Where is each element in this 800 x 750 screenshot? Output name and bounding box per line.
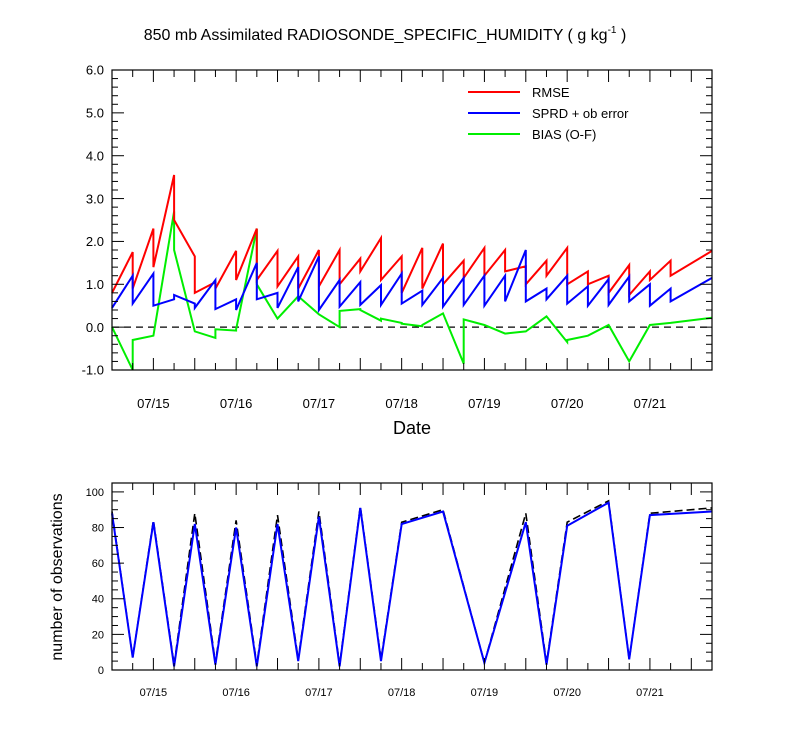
bottom-y-axis-label: number of observations [49,493,66,660]
top-chart: 850 mb Assimilated RADIOSONDE_SPECIFIC_H… [82,25,713,438]
top-y-tick-label: 6.0 [86,63,104,78]
bottom-series-observations-possible [111,499,713,666]
title-suffix: ) [621,27,626,44]
top-series-rmse [111,174,713,298]
top-x-tick-label: 07/21 [634,396,667,411]
legend-label: SPRD + ob error [532,106,629,121]
bottom-x-tick-label: 07/19 [471,687,499,699]
title-main: 850 mb Assimilated RADIOSONDE_SPECIFIC_H… [144,27,608,44]
top-series-sprd-ob-error [111,249,713,314]
top-x-tick-label: 07/15 [137,396,170,411]
top-x-tick-label: 07/20 [551,396,584,411]
bottom-x-tick-label: 07/16 [222,687,250,699]
bottom-series-layer [111,499,713,667]
bottom-y-tick-label: 80 [92,522,104,534]
title-exponent: -1 [608,25,617,36]
top-series-bias-o-f [111,211,713,371]
bottom-x-tick-label: 07/20 [553,687,581,699]
bottom-y-tick-label: 60 [92,558,104,570]
top-series-layer [111,174,713,371]
top-y-tick-label: 2.0 [86,234,104,249]
top-y-tick-label: -1.0 [82,363,104,378]
bottom-x-tick-label: 07/18 [388,687,416,699]
top-x-tick-label: 07/17 [303,396,336,411]
top-x-tick-label: 07/18 [385,396,418,411]
legend-label: BIAS (O-F) [532,127,596,142]
top-x-tick-label: 07/16 [220,396,253,411]
bottom-x-tick-label: 07/21 [636,687,664,699]
top-axes-layer: 07/15 07/16 07/17 07/18 07/19 07/20 07/21 -1.0 0… [82,63,713,411]
bottom-x-tick-label: 07/15 [140,687,168,699]
top-plot-frame [111,69,713,371]
top-y-tick-label: 3.0 [86,191,104,206]
bottom-y-tick-label: 100 [86,487,104,499]
top-x-axis-label: Date [393,418,431,438]
bottom-axes-layer: 07/15 07/16 07/17 07/18 07/19 07/20 07/21 0 20 40… [86,482,713,699]
top-chart-title: 850 mb Assimilated RADIOSONDE_SPECIFIC_H… [144,25,627,44]
bottom-y-tick-label: 40 [92,594,104,606]
top-legend: RMSE SPRD + ob error BIAS (O-F) [468,85,629,142]
top-y-tick-label: 1.0 [86,277,104,292]
bottom-chart: 07/15 07/16 07/17 07/18 07/19 07/20 07/21 0 20 40… [49,482,713,699]
bottom-series-observations-used [111,501,713,667]
bottom-plot-frame [111,482,713,671]
top-y-tick-label: 4.0 [86,148,104,163]
top-y-tick-label: 0.0 [86,320,104,335]
legend-label: RMSE [532,85,570,100]
top-y-tick-label: 5.0 [86,106,104,121]
bottom-y-tick-label: 0 [98,665,104,677]
top-x-tick-label: 07/19 [468,396,501,411]
bottom-x-tick-label: 07/17 [305,687,333,699]
bottom-y-tick-label: 20 [92,629,104,641]
